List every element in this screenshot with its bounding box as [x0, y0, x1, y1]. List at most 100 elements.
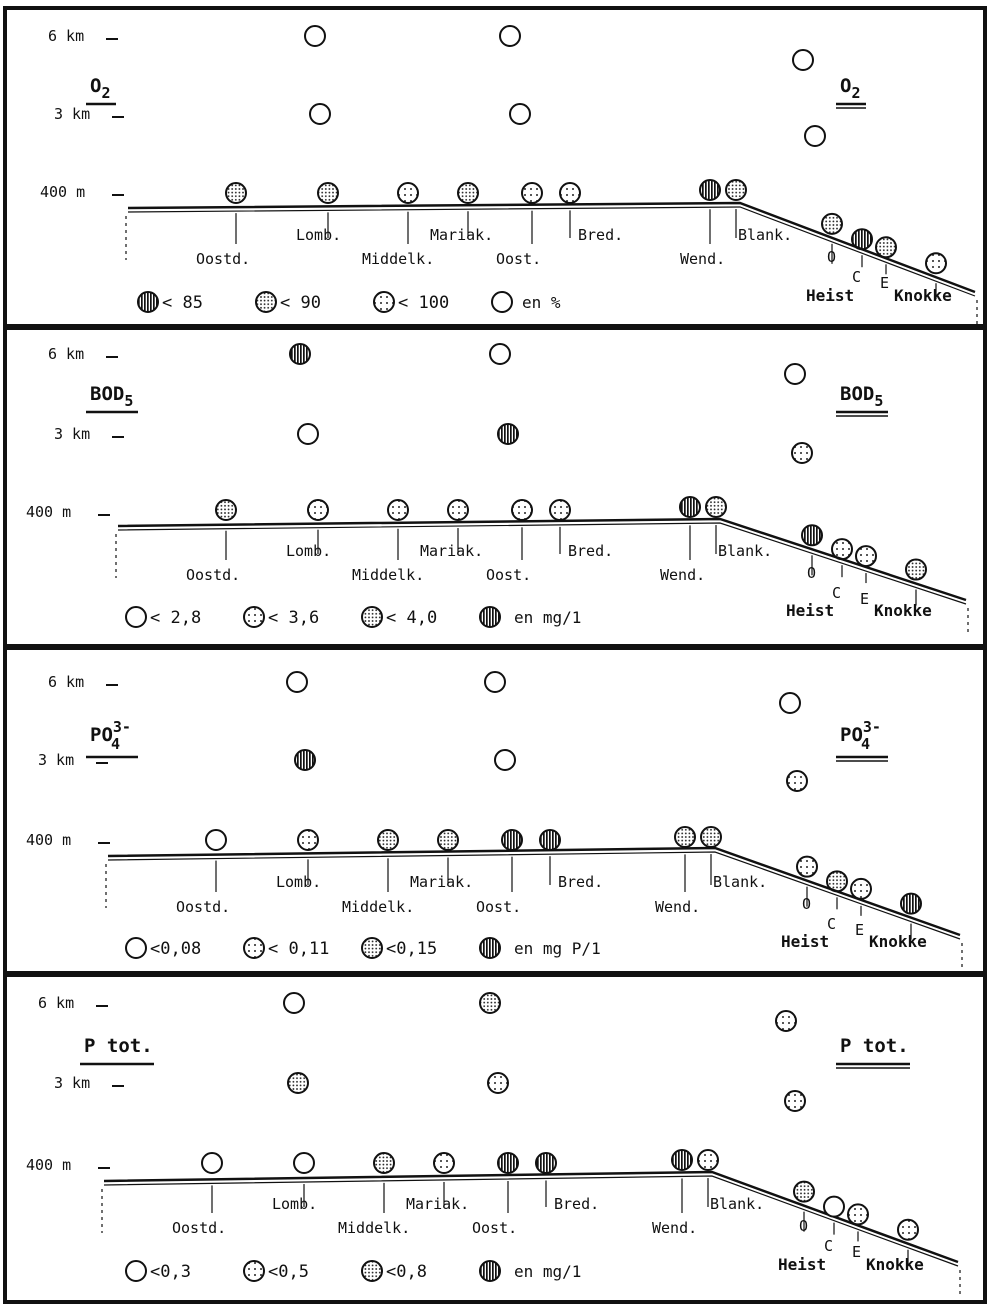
station-marker-blank: [705, 496, 727, 518]
title-sub: 2: [851, 84, 860, 102]
distance-label: 6 km: [48, 673, 84, 691]
station-label-bred: Bred.: [578, 226, 623, 244]
title-left: BOD5: [86, 383, 138, 414]
station-label-middelk: Middelk.: [352, 566, 424, 584]
offshore-marker: [494, 749, 516, 771]
station-marker-bred: [539, 829, 561, 851]
station-marker-middelk: [387, 499, 409, 521]
legend-label: < 3,6: [268, 608, 319, 628]
station-label-blank: Blank.: [710, 1195, 764, 1213]
station-marker-blank: [697, 1149, 719, 1171]
distance-label: 400 m: [26, 831, 71, 849]
station-marker-mariak: [433, 1152, 455, 1174]
station-marker-e: [850, 877, 872, 900]
station-label-knokke: Knokke: [866, 1255, 924, 1274]
station-label-mariak: Mariak.: [410, 873, 473, 891]
title-sub: 2: [101, 84, 110, 102]
station-label-bred: Bred.: [568, 542, 613, 560]
station-marker-knokke: [897, 1218, 919, 1241]
offshore-marker: [484, 671, 506, 693]
title-sub: 4: [111, 735, 120, 753]
station-label-lomb: Lomb.: [296, 226, 341, 244]
legend-label: <0,8: [386, 1262, 427, 1282]
station-marker-blank: [700, 826, 722, 848]
title-sub: 4: [861, 735, 870, 753]
station-marker-wend: [679, 496, 701, 518]
title-base: O: [840, 75, 851, 97]
title-base: P tot.: [840, 1035, 909, 1057]
legend-marker-hatched: [479, 606, 501, 628]
distance-label: 3 km: [54, 1074, 90, 1092]
title-left: P tot.: [80, 1035, 154, 1066]
station-label-e: E: [880, 274, 889, 292]
offshore-marker: [489, 343, 511, 365]
station-label-heist: Heist: [781, 932, 829, 951]
station-marker-o: [801, 524, 823, 547]
offshore-marker: [309, 103, 331, 125]
legend-marker-hatched: [479, 1260, 501, 1282]
offshore-marker: [784, 363, 806, 385]
panel-title: PO3-4: [90, 718, 131, 753]
legend-label: <0,15: [386, 939, 437, 959]
station-label-blank: Blank.: [718, 542, 772, 560]
station-marker-c: [826, 870, 848, 893]
station-marker-oost: [511, 499, 533, 521]
station-marker-oostd: [205, 829, 227, 851]
station-marker-o: [821, 212, 843, 235]
offshore-marker: [792, 49, 814, 71]
station-label-knokke: Knokke: [874, 601, 932, 620]
station-label-mariak: Mariak.: [406, 1195, 469, 1213]
legend-marker-dense: [361, 937, 383, 959]
distance-label: 400 m: [26, 503, 71, 521]
legend-unit: en mg/1: [514, 608, 581, 627]
panel-title: BOD5: [840, 383, 883, 410]
legend-marker-open: [491, 291, 513, 313]
station-marker-blank: [725, 179, 747, 201]
panel-frame: [3, 646, 987, 975]
coastline-inner: [127, 206, 976, 297]
offshore-marker: [294, 749, 316, 771]
station-label-blank: Blank.: [738, 226, 792, 244]
station-marker-oostd: [215, 499, 237, 521]
distance-label: 6 km: [48, 345, 84, 363]
offshore-marker: [487, 1072, 509, 1094]
station-label-bred: Bred.: [558, 873, 603, 891]
legend-label: < 90: [280, 293, 321, 313]
offshore-marker: [289, 343, 311, 365]
title-base: PO: [90, 724, 113, 746]
coastline-inner: [107, 851, 961, 940]
offshore-marker: [304, 25, 326, 47]
station-label-oost: Oost.: [496, 250, 541, 268]
panel-ptot: 6 km 3 km 400 m P tot. P tot. Oostd. Lomb. Midd…: [3, 973, 987, 1304]
station-marker-lomb: [317, 182, 339, 204]
title-sup: 3-: [113, 718, 131, 736]
station-marker-mariak: [437, 829, 459, 851]
offshore-marker: [499, 25, 521, 47]
station-marker-e: [847, 1203, 869, 1226]
distance-label: 6 km: [38, 994, 74, 1012]
legend-marker-dots: [373, 291, 395, 313]
coastline-inner: [117, 522, 967, 605]
title-right: P tot.: [836, 1035, 910, 1069]
legend-unit: en mg P/1: [514, 939, 601, 958]
legend-marker-open: [125, 937, 147, 959]
offshore-marker: [779, 692, 801, 714]
station-marker-bred: [535, 1152, 557, 1174]
station-label-mariak: Mariak.: [420, 542, 483, 560]
station-label-oost: Oost.: [472, 1219, 517, 1237]
station-marker-e: [875, 236, 897, 259]
panel-frame: [3, 973, 987, 1304]
legend: < 85 < 90 < 100 en %: [137, 291, 561, 313]
offshore-marker: [479, 992, 501, 1014]
panel-title: O2: [90, 75, 110, 102]
station-marker-knokke: [900, 892, 922, 915]
station-label-wend: Wend.: [680, 250, 725, 268]
legend-label: < 100: [398, 293, 449, 313]
title-left: PO3-4: [86, 718, 138, 759]
station-marker-middelk: [397, 182, 419, 204]
station-label-lomb: Lomb.: [276, 873, 321, 891]
